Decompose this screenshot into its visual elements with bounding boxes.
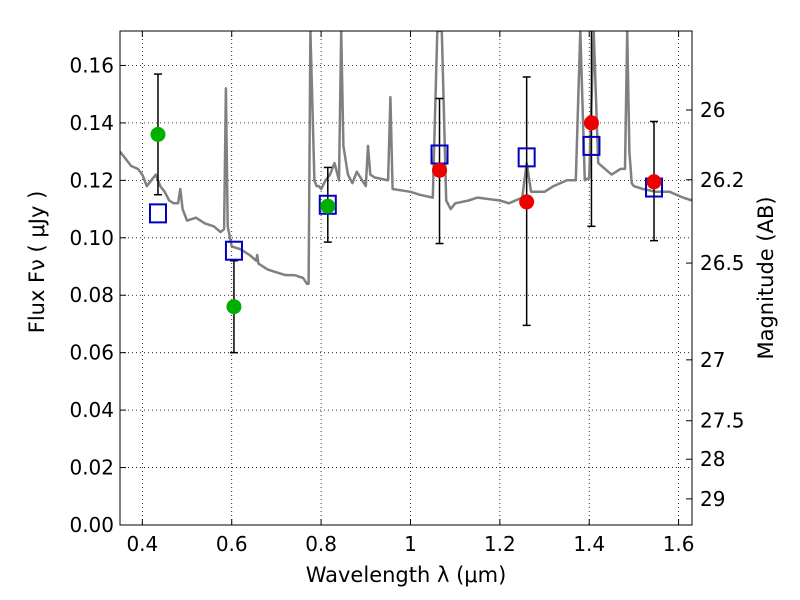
model-photometry-square [148, 203, 167, 224]
detections_nir-point [646, 174, 662, 190]
plot-area [120, 31, 692, 285]
x-tick-label: 0.6 [216, 532, 248, 556]
right-axis-label: Magnitude (AB) [754, 196, 778, 359]
model-spectrum-line [120, 31, 692, 285]
model-photometry-square [224, 240, 243, 261]
detections_optical-point [226, 299, 242, 315]
x-tick-label: 1 [404, 532, 417, 556]
x-axis-label: Wavelength λ (μm) [306, 563, 507, 587]
model-photometry-square [318, 194, 337, 215]
plot-frame [119, 30, 693, 526]
y-tick-label: 0.12 [69, 168, 114, 192]
y-tick-label: 0.08 [69, 283, 114, 307]
tick-layer: 0.4 0.6 0.8 1 1.2 1.4 1.6 0.00 0.02 0.04 0.06 0.08 0… [69, 31, 745, 556]
right-tick-label: 27 [700, 348, 725, 372]
right-tick-label: 28 [700, 447, 725, 471]
detections_nir-point [432, 162, 448, 178]
x-tick-label: 1.2 [484, 532, 516, 556]
detections_optical-point [320, 198, 336, 214]
x-tick-label: 0.8 [305, 532, 337, 556]
y-tick-label: 0.04 [69, 398, 114, 422]
model-photometry-square [517, 147, 536, 168]
detections_nir-point [583, 115, 599, 131]
y-tick-label: 0.10 [69, 226, 114, 250]
x-tick-label: 0.4 [126, 532, 158, 556]
y-tick-label: 0.06 [69, 341, 114, 365]
right-tick-label: 26.2 [700, 168, 745, 192]
right-tick-label: 26.5 [700, 251, 745, 275]
y-axis-label: Flux Fν ( μJy ) [25, 191, 49, 334]
right-tick-label: 29 [700, 487, 725, 511]
detections_optical-point [150, 126, 166, 142]
x-tick-label: 1.4 [573, 532, 605, 556]
detections_nir-point [519, 194, 535, 210]
y-tick-label: 0.14 [69, 111, 114, 135]
x-tick-label: 1.6 [663, 532, 695, 556]
right-tick-label: 27.5 [700, 409, 745, 433]
model-photometry-square [582, 135, 601, 156]
y-tick-label: 0.02 [69, 456, 114, 480]
right-tick-label: 26 [700, 98, 725, 122]
marker-layer [148, 31, 664, 354]
y-tick-label: 0.16 [69, 53, 114, 77]
y-tick-label: 0.00 [69, 513, 114, 537]
